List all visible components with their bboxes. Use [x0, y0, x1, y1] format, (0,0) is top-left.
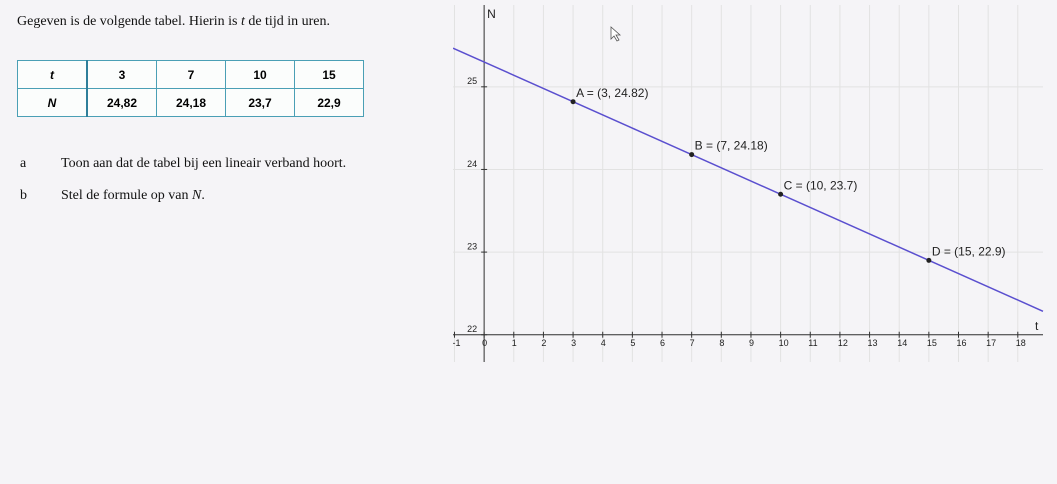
table-cell: t [17, 60, 88, 89]
x-tick-label: 6 [660, 338, 665, 348]
intro-text: de tijd in uren. [248, 14, 330, 29]
x-tick-label: 16 [957, 338, 967, 348]
y-tick-label: 23 [467, 241, 477, 251]
question: a Toon aan dat de tabel bij een lineair v… [20, 156, 346, 172]
point-label: C = (10, 23.7) [784, 178, 858, 192]
y-tick-label: 24 [467, 159, 477, 169]
fit-line [453, 47, 1044, 312]
data-point [926, 257, 932, 263]
y-tick-label: 22 [467, 324, 477, 334]
intro-variable: t [240, 14, 245, 29]
question-text: Toon aan dat de tabel bij een lineair ve… [61, 156, 347, 171]
question-letter: a [20, 156, 27, 171]
table-cell: 7 [156, 60, 226, 89]
x-tick-label: -1 [453, 338, 460, 348]
question-letter: b [20, 188, 27, 203]
x-tick-label: 13 [868, 338, 878, 348]
x-tick-label: 4 [601, 338, 606, 348]
x-tick-label: 1 [512, 338, 517, 348]
point-label: D = (15, 22.9) [932, 245, 1006, 259]
x-tick-label: 5 [630, 338, 635, 348]
x-tick-label: 18 [1016, 338, 1026, 348]
point-label: A = (3, 24.82) [576, 86, 648, 100]
table-cell: 23,7 [225, 88, 295, 117]
table-cell: 24,18 [156, 88, 226, 117]
table-cell: 3 [86, 60, 157, 89]
x-tick-label: 12 [838, 338, 848, 348]
x-tick-label: 8 [719, 338, 724, 348]
question: b Stel de formule op van N. [20, 188, 205, 204]
table-cell: 10 [225, 60, 295, 89]
x-tick-label: 10 [779, 338, 789, 348]
mouse-cursor [610, 26, 622, 42]
table-cell: 15 [294, 60, 364, 89]
x-tick-label: 9 [749, 338, 754, 348]
y-tick-label: 25 [467, 76, 477, 86]
x-tick-label: 17 [986, 338, 996, 348]
intro: Gegeven is de volgende tabel. Hierin is … [17, 14, 330, 30]
x-tick-label: 0 [482, 338, 487, 348]
table-row: t 3 7 10 15 [17, 60, 364, 89]
intro-text: Gegeven is de volgende tabel. Hierin is [17, 14, 238, 29]
x-axis-label: t [1035, 319, 1039, 333]
question-variable: N [192, 188, 202, 203]
table-cell: 22,9 [294, 88, 364, 117]
graph: -1 0 1 2 3 4 5 6 7 8 9 10 11 12 13 14 15 16 17 1822232425Nt… [453, 5, 1044, 362]
question-text: Stel de formule op van [61, 188, 189, 203]
x-tick-label: 11 [808, 338, 817, 348]
x-tick-label: 14 [897, 338, 907, 348]
table-cell: N [17, 88, 88, 117]
x-tick-label: 7 [690, 338, 695, 348]
table-row: N 24,82 24,18 23,7 22,9 [17, 88, 364, 117]
x-tick-label: 2 [541, 338, 546, 348]
point-label: B = (7, 24.18) [695, 139, 768, 153]
data-table: t 3 7 10 15 N 24,82 24,18 23,7 22,9 [17, 60, 364, 117]
data-point [689, 152, 695, 158]
data-point [570, 99, 576, 105]
y-axis-label: N [487, 7, 496, 21]
table-cell: 24,82 [86, 88, 157, 117]
x-tick-label: 15 [927, 338, 937, 348]
x-tick-label: 3 [571, 338, 576, 348]
data-point [778, 191, 784, 197]
question-text: . [201, 188, 205, 203]
